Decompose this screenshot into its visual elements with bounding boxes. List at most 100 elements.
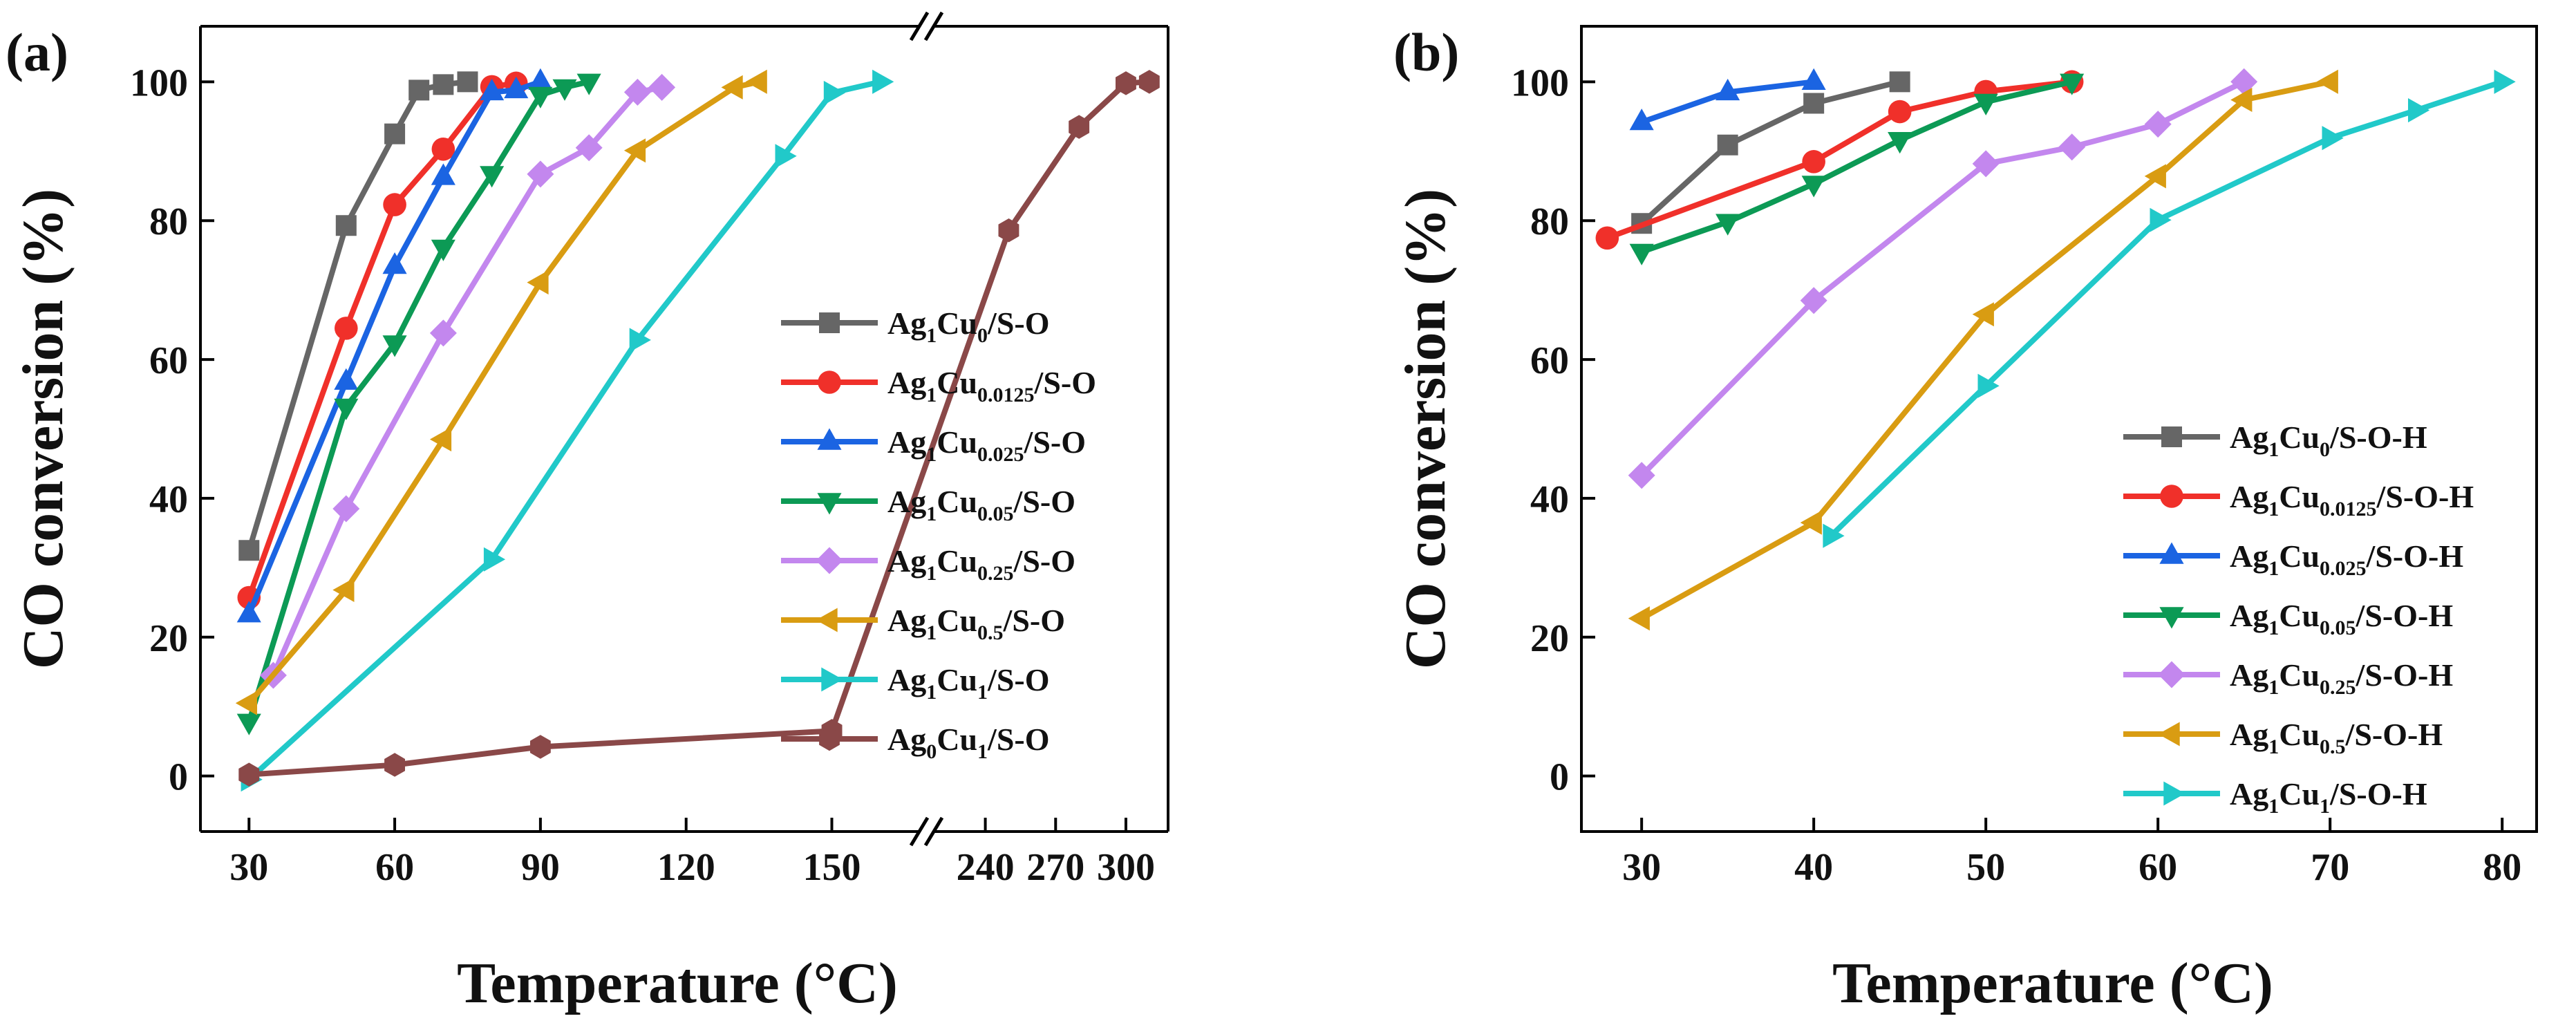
data-point: [528, 68, 553, 90]
data-point: [648, 73, 676, 101]
data-point: [721, 75, 743, 100]
data-point: [2322, 126, 2344, 151]
x-axis-title-b: Temperature (°C): [1832, 951, 2273, 1015]
legend-a-marker-icon: [816, 608, 838, 632]
series-Ag1Cu0.05/S-O-H: [1629, 73, 2085, 265]
legend-a-entry: Ag1Cu0/S-O: [781, 306, 1050, 347]
legend-a-entry: Ag1Cu0.025/S-O: [781, 424, 1086, 466]
data-point: [384, 753, 405, 777]
data-point: [623, 78, 651, 106]
data-point: [1888, 100, 1912, 124]
data-point: [235, 691, 257, 715]
panel-label-b: (b): [1393, 22, 1459, 82]
data-point: [576, 73, 601, 95]
data-point: [334, 368, 359, 390]
data-point: [2316, 69, 2338, 94]
panel-label-a: (a): [6, 22, 68, 82]
series-line: [1640, 79, 2073, 255]
legend-b-label: Ag1Cu0.025/S-O-H: [2230, 538, 2463, 580]
legend-a-marker-icon: [819, 726, 840, 751]
data-point: [238, 540, 260, 561]
axis-break-mark-bottom: [923, 816, 944, 847]
x-tick-label: 120: [657, 846, 715, 889]
legend-b-marker-icon: [2158, 722, 2180, 747]
data-point: [1717, 134, 1738, 156]
legend-a-label: Ag1Cu1/S-O: [887, 662, 1050, 704]
data-point: [1629, 109, 1654, 131]
plot-area-b: 0 20 40 60 80 100 30 40 50 60 70 80: [1511, 25, 2538, 889]
data-point: [527, 270, 549, 295]
legend-a-label: Ag1Cu0.0125/S-O: [887, 365, 1096, 406]
series-line: [1639, 79, 1901, 226]
legend-b-marker-icon: [2160, 485, 2183, 508]
data-point: [1823, 523, 1845, 548]
data-point: [872, 69, 894, 94]
data-point: [2230, 68, 2258, 95]
legend-b-marker-icon: [2159, 542, 2184, 564]
x-tick-label: 60: [375, 846, 414, 889]
x-tick-label: 240: [957, 846, 1015, 889]
data-point: [1803, 93, 1825, 114]
series-line: [1829, 79, 2503, 538]
data-point: [480, 166, 505, 188]
data-point: [332, 495, 360, 523]
y-tick-label: 0: [169, 756, 188, 799]
legend-b-entry: Ag1Cu0.0125/S-O-H: [2123, 479, 2474, 520]
legend-a-marker-icon: [818, 370, 841, 394]
data-point: [2150, 207, 2172, 232]
series-Ag1Cu0.25/S-O: [259, 73, 676, 689]
data-point: [1977, 373, 2000, 398]
legend-b-marker-icon: [2163, 781, 2185, 806]
data-point: [1138, 70, 1160, 94]
data-point: [1889, 71, 1910, 93]
series-group-a: [235, 68, 1160, 792]
data-point: [2230, 87, 2253, 112]
data-point: [238, 762, 260, 787]
legend-a-marker-icon: [817, 493, 842, 515]
series-Ag1Cu0.25/S-O-H: [1628, 68, 2258, 489]
x-tick-label: 90: [521, 846, 560, 889]
legend-b-entry: Ag1Cu1/S-O-H: [2123, 776, 2427, 818]
x-tick-label: 30: [229, 846, 268, 889]
data-point: [530, 735, 551, 759]
x-tick-label: 150: [803, 846, 861, 889]
legend-a: Ag1Cu0/S-O Ag1Cu0.0125/S-O Ag1Cu0.025/S-O A…: [781, 306, 1096, 763]
series-Ag1Cu0.025/S-O-H: [1629, 68, 1826, 131]
legend-a-marker-icon: [817, 428, 842, 450]
data-point: [1802, 150, 1825, 173]
data-point: [236, 601, 261, 623]
legend-b-label: Ag1Cu0.0125/S-O-H: [2230, 479, 2474, 520]
data-point: [1629, 243, 1654, 265]
legend-a-entry: Ag1Cu0.05/S-O: [781, 484, 1075, 525]
legend-b-label: Ag1Cu0.05/S-O-H: [2230, 598, 2453, 639]
data-point: [552, 79, 577, 101]
legend-a-label: Ag0Cu1/S-O: [887, 722, 1050, 763]
data-point: [1972, 302, 1994, 327]
legend-b-entry: Ag1Cu0.025/S-O-H: [2123, 538, 2463, 580]
data-point: [998, 218, 1019, 243]
data-point: [236, 713, 261, 735]
legend-b-entry: Ag1Cu0.5/S-O-H: [2123, 717, 2443, 758]
y-tick-label: 40: [1530, 478, 1569, 521]
axis-break-mark-top: [923, 11, 944, 41]
data-point: [382, 252, 407, 274]
series-Ag1Cu0.05/S-O: [236, 73, 601, 735]
legend-a-label: Ag1Cu0.5/S-O: [887, 603, 1065, 644]
series-line: [270, 84, 663, 677]
data-point: [527, 160, 554, 188]
y-tick-label: 20: [149, 617, 188, 660]
data-point: [1888, 132, 1912, 154]
legend-b-label: Ag1Cu0.5/S-O-H: [2230, 717, 2443, 758]
data-point: [2060, 73, 2085, 95]
series-Ag1Cu0/S-O: [238, 71, 478, 561]
legend-b-entry: Ag1Cu0/S-O-H: [2123, 420, 2427, 461]
data-point: [480, 78, 505, 101]
legend-a-entry: Ag0Cu1/S-O: [781, 722, 1050, 763]
legend-b: Ag1Cu0/S-O-H Ag1Cu0.0125/S-O-H Ag1Cu0.025/…: [2123, 420, 2474, 818]
series-Ag1Cu0.5/S-O-H: [1628, 69, 2338, 631]
legend-a-label: Ag1Cu0/S-O: [887, 306, 1050, 347]
x-tick-label: 50: [1966, 846, 2005, 889]
data-point: [1628, 606, 1650, 631]
data-point: [2408, 98, 2430, 123]
